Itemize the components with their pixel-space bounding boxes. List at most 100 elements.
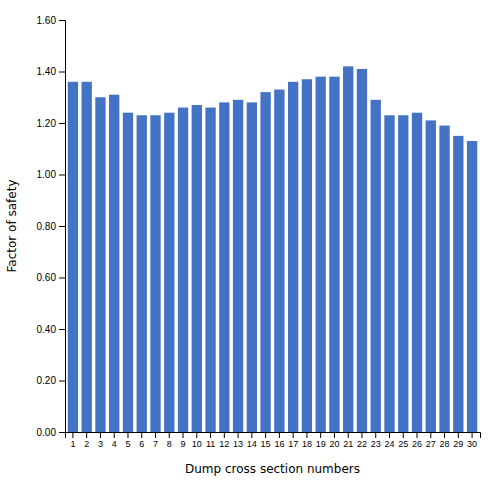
- x-tick-label: 9: [181, 439, 186, 449]
- y-tick: 0.00: [37, 427, 65, 438]
- x-tick: 18: [302, 432, 312, 449]
- bar: [412, 113, 422, 432]
- x-tick-label: 7: [153, 439, 158, 449]
- x-tick: 3: [98, 432, 103, 449]
- x-tick-mark: [265, 432, 266, 438]
- y-tick-label: 0.40: [37, 324, 57, 335]
- x-tick-label: 15: [261, 439, 271, 449]
- x-tick-label: 24: [384, 439, 394, 449]
- y-tick-label: 0.00: [37, 427, 57, 438]
- x-tick-mark: [375, 432, 376, 438]
- bar: [302, 79, 312, 432]
- y-tick: 1.20: [37, 118, 65, 129]
- x-tick-mark: [403, 432, 404, 438]
- x-tick-mark: [210, 432, 211, 438]
- y-axis: 0.00 0.20 0.40 0.60 0.80 1.00 1.20 1.40 1.60: [37, 15, 66, 438]
- x-tick: 25: [398, 432, 408, 449]
- x-tick: 4: [112, 432, 117, 449]
- x-tick-mark: [389, 432, 390, 438]
- x-tick: 14: [247, 432, 257, 449]
- y-tick: 1.60: [37, 15, 65, 26]
- x-tick-mark: [72, 432, 73, 438]
- y-tick-label: 0.60: [37, 272, 57, 283]
- bar: [68, 82, 78, 432]
- x-tick-mark: [334, 432, 335, 438]
- x-tick: 22: [357, 432, 367, 449]
- y-tick-label: 1.20: [37, 118, 57, 129]
- x-tick-mark: [417, 432, 418, 438]
- x-tick: 12: [219, 432, 229, 449]
- bar: [205, 108, 215, 432]
- bar: [150, 115, 160, 432]
- y-axis-line: [59, 21, 66, 433]
- x-tick-mark: [472, 432, 473, 438]
- bar: [109, 95, 119, 432]
- x-tick-label: 18: [302, 439, 312, 449]
- bar: [329, 77, 339, 432]
- y-tick-mark: [59, 329, 65, 330]
- y-tick: 0.80: [37, 221, 65, 232]
- y-tick-label: 0.80: [37, 221, 57, 232]
- x-tick: 10: [192, 432, 202, 449]
- x-tick: 5: [125, 432, 130, 449]
- x-tick-mark: [100, 432, 101, 438]
- y-tick-label: 1.40: [37, 66, 57, 77]
- y-tick: 0.20: [37, 375, 65, 386]
- x-tick-label: 22: [357, 439, 367, 449]
- x-tick: 20: [329, 432, 339, 449]
- x-tick-mark: [306, 432, 307, 438]
- x-tick-mark: [320, 432, 321, 438]
- x-tick-mark: [141, 432, 142, 438]
- x-tick-label: 2: [84, 439, 89, 449]
- x-tick: 7: [153, 432, 158, 449]
- y-tick-mark: [59, 226, 65, 227]
- y-tick-mark: [59, 381, 65, 382]
- x-tick-label: 28: [440, 439, 450, 449]
- bar: [192, 105, 202, 432]
- x-tick-label: 19: [316, 439, 326, 449]
- bar: [274, 90, 284, 432]
- x-tick: 11: [206, 432, 215, 449]
- x-tick-label: 5: [125, 439, 130, 449]
- x-tick: 27: [426, 432, 436, 449]
- y-tick-label: 1.60: [37, 15, 57, 26]
- x-tick: 6: [139, 432, 144, 449]
- x-tick-mark: [127, 432, 128, 438]
- x-tick-label: 13: [233, 439, 243, 449]
- y-tick-label: 1.00: [37, 169, 57, 180]
- x-tick: 1: [70, 432, 75, 449]
- x-tick: 13: [233, 432, 243, 449]
- y-tick: 1.40: [37, 66, 65, 77]
- x-tick-label: 14: [247, 439, 257, 449]
- x-tick-label: 26: [412, 439, 422, 449]
- x-tick-mark: [348, 432, 349, 438]
- bar: [178, 108, 188, 432]
- x-tick: 30: [467, 432, 477, 449]
- x-tick: 16: [274, 432, 284, 449]
- y-tick-mark: [59, 432, 65, 433]
- bar: [467, 141, 477, 432]
- x-axis-line: [66, 433, 481, 439]
- x-tick: 21: [343, 432, 353, 449]
- x-tick-mark: [86, 432, 87, 438]
- bar: [95, 97, 105, 432]
- x-tick-label: 21: [343, 439, 353, 449]
- bar: [123, 113, 133, 432]
- bar: [343, 66, 353, 432]
- bar: [357, 69, 367, 432]
- x-tick-label: 6: [139, 439, 144, 449]
- bar: [233, 100, 243, 432]
- x-tick: 15: [261, 432, 271, 449]
- x-tick-mark: [279, 432, 280, 438]
- x-tick-mark: [169, 432, 170, 438]
- x-tick-label: 10: [192, 439, 202, 449]
- x-tick-mark: [444, 432, 445, 438]
- bar: [260, 92, 270, 432]
- y-tick: 0.40: [37, 324, 65, 335]
- bar: [439, 126, 449, 432]
- x-tick: 23: [371, 432, 381, 449]
- x-tick-mark: [196, 432, 197, 438]
- x-tick-label: 20: [329, 439, 339, 449]
- bar: [247, 102, 257, 432]
- x-axis-title: Dump cross section numbers: [185, 462, 360, 476]
